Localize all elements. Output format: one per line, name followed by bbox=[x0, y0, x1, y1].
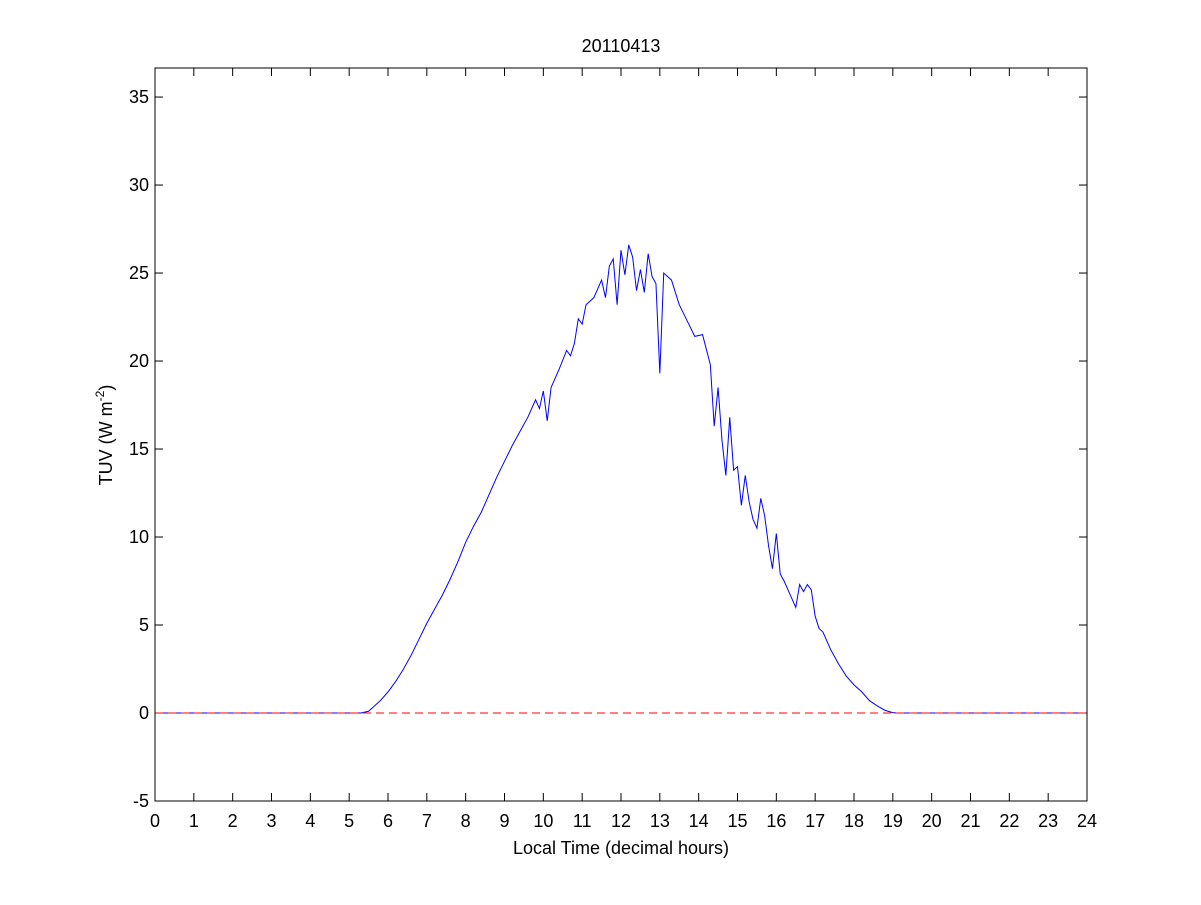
x-tick-label: 12 bbox=[611, 811, 631, 831]
x-axis-label: Local Time (decimal hours) bbox=[513, 838, 729, 858]
y-tick-label: 15 bbox=[129, 439, 149, 459]
x-tick-label: 20 bbox=[922, 811, 942, 831]
x-tick-label: 3 bbox=[266, 811, 276, 831]
x-tick-label: 13 bbox=[650, 811, 670, 831]
y-tick-label: 10 bbox=[129, 527, 149, 547]
x-tick-label: 10 bbox=[533, 811, 553, 831]
x-tick-label: 11 bbox=[573, 811, 592, 831]
x-tick-label: 6 bbox=[383, 811, 393, 831]
x-tick-label: 19 bbox=[883, 811, 903, 831]
data-line bbox=[155, 244, 1087, 714]
x-tick-label: 0 bbox=[150, 811, 160, 831]
y-tick-label: 25 bbox=[129, 263, 149, 283]
y-tick-label: 30 bbox=[129, 175, 149, 195]
y-label-sup: -2 bbox=[93, 390, 107, 401]
x-tick-label: 1 bbox=[189, 811, 199, 831]
x-tick-label: 22 bbox=[999, 811, 1019, 831]
x-tick-label: 7 bbox=[422, 811, 432, 831]
y-tick-label: 5 bbox=[139, 615, 149, 635]
y-label-main: TUV (W m bbox=[96, 401, 116, 485]
y-tick-label: 35 bbox=[129, 87, 149, 107]
x-tick-label: 2 bbox=[228, 811, 238, 831]
y-tick-label: 20 bbox=[129, 351, 149, 371]
y-axis-label: TUV (W m-2) bbox=[93, 385, 116, 486]
x-tick-label: 18 bbox=[844, 811, 864, 831]
x-tick-label: 15 bbox=[727, 811, 747, 831]
x-tick-label: 23 bbox=[1038, 811, 1058, 831]
x-tick-label: 4 bbox=[305, 811, 315, 831]
chart-title: 20110413 bbox=[582, 36, 661, 56]
y-tick-label: 0 bbox=[139, 703, 149, 723]
x-tick-label: 24 bbox=[1077, 811, 1097, 831]
x-tick-label: 9 bbox=[499, 811, 509, 831]
x-tick-label: 5 bbox=[344, 811, 354, 831]
y-tick-label: -5 bbox=[133, 791, 149, 811]
y-label-end: ) bbox=[96, 385, 116, 391]
x-tick-label: 8 bbox=[461, 811, 471, 831]
x-tick-label: 16 bbox=[766, 811, 786, 831]
plot-frame bbox=[154, 67, 1088, 802]
x-tick-label: 17 bbox=[805, 811, 825, 831]
x-tick-label: 21 bbox=[960, 811, 980, 831]
x-tick-label: 14 bbox=[689, 811, 709, 831]
